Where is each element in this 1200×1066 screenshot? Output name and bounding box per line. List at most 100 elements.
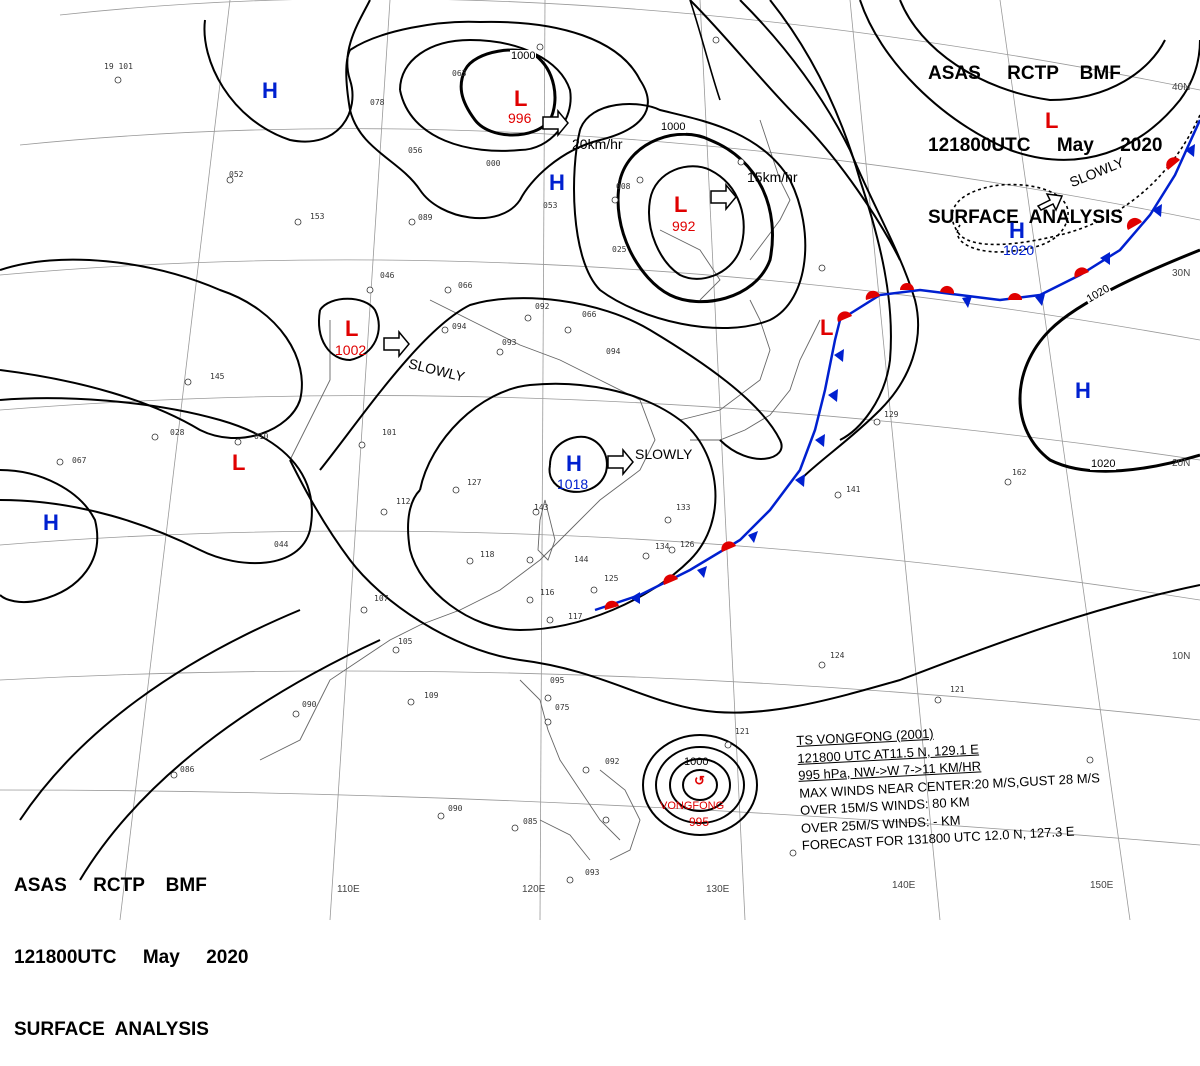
station-plot: 121 [950, 685, 965, 694]
station-plot: 105 [398, 637, 413, 646]
coastlines [259, 119, 821, 861]
station-plot: 086 [180, 765, 195, 774]
latitude-label: 40N [1172, 82, 1191, 93]
latitude-label: 10N [1172, 651, 1191, 662]
station-plot: 085 [523, 817, 538, 826]
isobar-label: 1000 [510, 50, 537, 62]
low-center-pressure: 996 [508, 110, 532, 126]
longitude-label: 150E [1090, 880, 1114, 891]
high-center-pressure: 1020 [1003, 242, 1035, 258]
station-plot: 116 [540, 588, 555, 597]
station-plot: 028 [170, 428, 185, 437]
latitude-label: 30N [1172, 268, 1191, 279]
high-center-symbol: H [549, 170, 565, 195]
station-plot: 134 [655, 542, 670, 551]
station-plot: 144 [574, 555, 589, 564]
isobars [0, 0, 1200, 881]
station-plot: 066 [458, 281, 473, 290]
station-plot: 067 [72, 456, 87, 465]
station-plot: 145 [210, 372, 225, 381]
low-center-symbol: L [345, 316, 359, 341]
station-plot: 141 [846, 485, 861, 494]
typhoon-bulletin: TS VONGFONG (2001) 121800 UTC AT11.5 N, … [796, 716, 1103, 854]
header-line-2: 121800UTC May 2020 [928, 135, 1163, 156]
high-center-symbol: H [1075, 378, 1091, 403]
station-plot: 127 [467, 478, 482, 487]
high-center-pressure: 1018 [557, 476, 589, 492]
header-line-1: ASAS RCTP BMF [928, 63, 1121, 84]
station-plot: 112 [396, 497, 411, 506]
isobar-label: 1020 [1090, 458, 1117, 470]
station-plot: 094 [606, 347, 621, 356]
station-plot: 124 [830, 651, 845, 660]
station-plot: 075 [555, 703, 570, 712]
typhoon-pressure: 995 [689, 815, 710, 829]
header-line-1: ASAS RCTP BMF [14, 875, 207, 896]
station-plot: 101 [382, 428, 397, 437]
station-plot: 053 [543, 201, 558, 210]
station-plot: 133 [676, 503, 691, 512]
header-top-right: ASAS RCTP BMF 121800UTC May 2020 SURFACE… [928, 14, 1162, 254]
warm-front-bumps [604, 157, 1180, 610]
header-bottom-left: ASAS RCTP BMF 121800UTC May 2020 SURFACE… [14, 826, 248, 1066]
graticule [0, 0, 1200, 920]
station-plot: 094 [452, 322, 467, 331]
high-center-symbol: H [1009, 218, 1025, 243]
station-plot: 093 [585, 868, 600, 877]
station-plot: 052 [229, 170, 244, 179]
high-center-symbol: H [262, 78, 278, 103]
station-plot: 089 [418, 213, 433, 222]
longitude-label: 140E [892, 880, 916, 891]
movement-arrows [383, 108, 1064, 477]
station-plot: 000 [486, 159, 501, 168]
station-plot: 056 [408, 146, 423, 155]
movement-label: SLOWLY [635, 446, 693, 462]
station-plot: 090 [302, 700, 317, 709]
longitude-label: 120E [522, 884, 546, 895]
station-plot: 095 [550, 676, 565, 685]
movement-label: 15km/hr [747, 169, 798, 185]
header-line-2: 121800UTC May 2020 [14, 947, 249, 968]
station-plot: 046 [380, 271, 395, 280]
station-plot: 118 [480, 550, 495, 559]
low-center-symbol: L [232, 450, 246, 475]
station-plot: 109 [424, 691, 439, 700]
latitude-label: 20N [1172, 458, 1191, 469]
low-center-symbol: L [1045, 108, 1059, 133]
station-plot: 107 [374, 594, 389, 603]
station-plot: 063 [452, 69, 467, 78]
station-plot: 010 [254, 432, 269, 441]
low-center-pressure: 992 [672, 218, 696, 234]
header-line-3: SURFACE ANALYSIS [14, 1019, 209, 1040]
station-plot: 143 [534, 503, 549, 512]
longitude-label: 130E [706, 884, 730, 895]
station-plot: 129 [884, 410, 899, 419]
typhoon-name: VONGFONG [660, 800, 725, 812]
typhoon-isobar-label: 1000 [684, 756, 709, 768]
station-plot: 126 [680, 540, 695, 549]
station-plot: 078 [370, 98, 385, 107]
station-plot: 153 [310, 212, 325, 221]
typhoon-isobars [642, 734, 758, 836]
station-markers [56, 36, 1094, 884]
station-plot: 19 101 [104, 62, 133, 71]
surface-analysis-map [0, 0, 1200, 920]
high-center-symbol: H [43, 510, 59, 535]
station-plot: 066 [582, 310, 597, 319]
header-line-3: SURFACE ANALYSIS [928, 207, 1123, 228]
station-plot: 044 [274, 540, 289, 549]
station-plot: 093 [502, 338, 517, 347]
longitude-label: 110E [337, 884, 360, 895]
station-plot: 090 [448, 804, 463, 813]
low-center-symbol: L [820, 315, 834, 340]
station-plot: 121 [735, 727, 750, 736]
low-center-pressure: 1002 [335, 342, 367, 358]
low-center-symbol: L [674, 192, 688, 217]
cold-front-barbs [630, 144, 1195, 604]
station-plot: 025 [612, 245, 627, 254]
station-plot: 092 [535, 302, 550, 311]
high-center-symbol: H [566, 451, 582, 476]
low-center-symbol: L [514, 86, 528, 111]
station-plot: 092 [605, 757, 620, 766]
station-plot: 008 [616, 182, 631, 191]
